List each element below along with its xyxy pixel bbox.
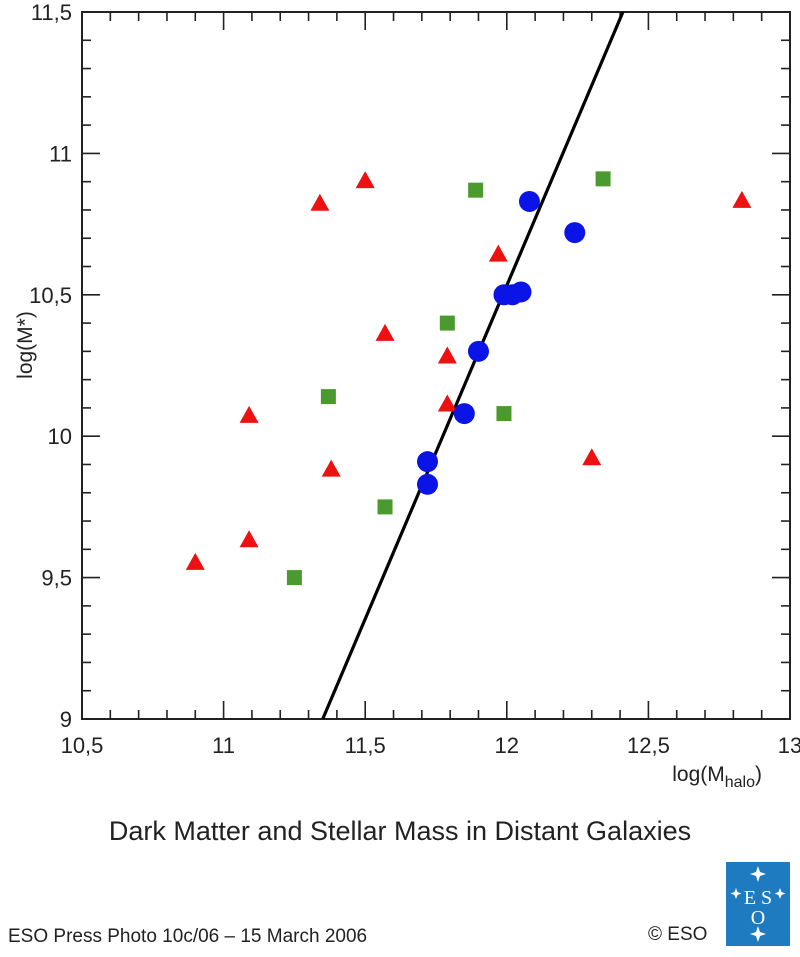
eso-logo: E S O [726,862,790,946]
circle-point [453,403,475,425]
circle-point [510,281,532,303]
triangle-point [375,323,395,341]
svg-text:O: O [751,907,765,929]
square-point [468,182,484,198]
square-point [595,171,611,187]
x-axis-label-part: ) [755,763,762,786]
circle-point [467,340,489,362]
data-points [185,171,752,586]
circle-point [564,222,586,244]
y-tick-label: 9 [60,707,72,732]
plot-frame [81,11,791,720]
square-point [320,389,336,405]
figure-caption: Dark Matter and Stellar Mass in Distant … [108,816,692,846]
y-tick-label: 11,5 [31,0,72,25]
fit-line [321,11,625,720]
triangle-point [310,193,330,211]
square-point [496,406,512,422]
x-tick-label: 12,5 [627,733,670,758]
circle-point [417,473,439,495]
y-tick-label: 11 [49,141,72,166]
triangle-point [582,448,602,466]
triangle-point [732,190,752,208]
press-photo-credit: ESO Press Photo 10c/06 – 15 March 2006 [8,926,368,947]
x-axis-label: log(Mhalo) [672,763,762,791]
triangle-point [185,552,205,570]
x-tick-label: 10,5 [61,733,104,758]
y-axis-label: log(M*) [14,311,37,379]
scatter-chart: 10,5 11 11,5 12 12,5 13 9 9,5 10 10,5 11 11,5 log(M… [14,0,800,791]
x-axis-label-part: halo [725,774,755,791]
y-tick-label: 9,5 [41,566,72,591]
x-tick-label: 11,5 [345,733,386,758]
triangle-point [239,405,259,423]
tick-labels: 10,5 11 11,5 12 12,5 13 9 9,5 10 10,5 11 11,5 [29,0,800,758]
svg-text:E S: E S [744,887,772,909]
circle-point [417,451,439,473]
triangle-point [321,459,341,477]
triangle-point [437,346,457,364]
y-tick-label: 10,5 [29,283,72,308]
triangle-point [355,171,375,189]
square-point [377,499,393,515]
triangle-point [437,394,457,412]
y-tick-label: 10 [48,424,72,449]
x-tick-label: 11 [212,733,235,758]
copyright-notice: © ESO [648,924,708,945]
fit-lines [321,11,625,720]
x-axis-label-part: log(M [672,763,725,786]
square-point [286,570,302,586]
triangle-point [239,530,259,548]
axis-ticks [81,11,791,720]
triangle-point [488,244,508,262]
x-tick-label: 12 [495,733,519,758]
square-point [439,315,455,331]
circle-point [518,190,540,212]
x-tick-label: 13 [778,733,800,758]
